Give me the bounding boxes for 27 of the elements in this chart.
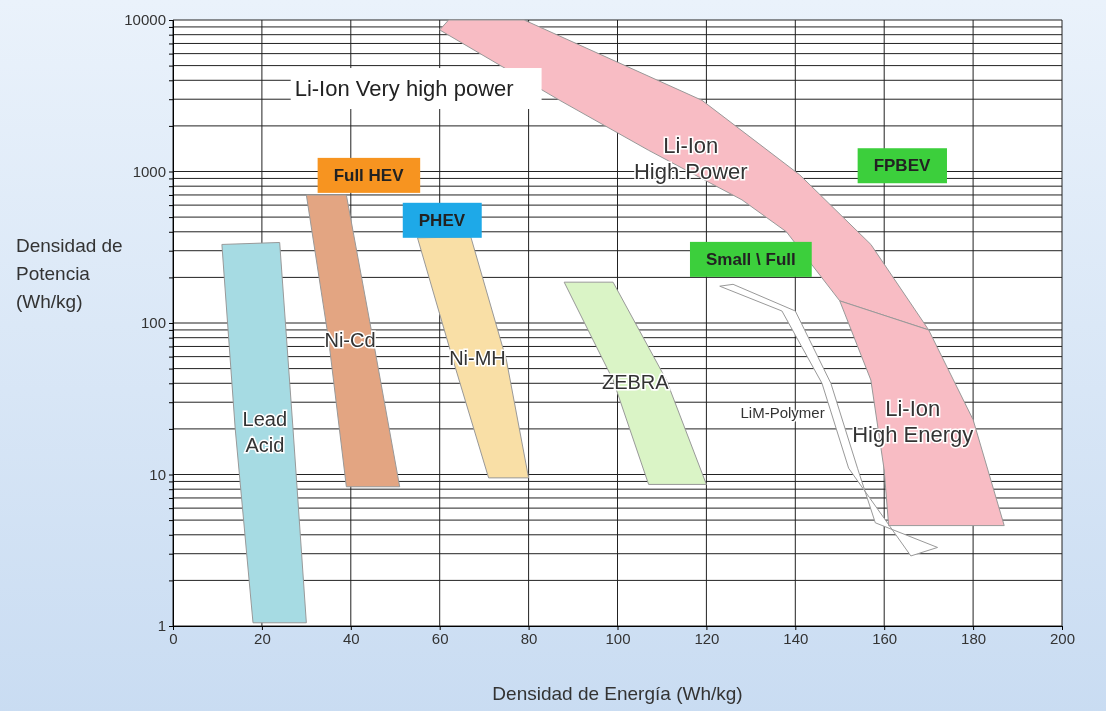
annotation: Full HEV xyxy=(333,165,405,185)
x-tick-label: 140 xyxy=(783,629,809,647)
y-axis-title: Densidad de Potencia (Wh/kg) xyxy=(16,235,123,312)
x-tick-label: 180 xyxy=(961,629,987,647)
annotation: Li-Ion Very high power xyxy=(294,76,514,102)
y-tick-label: 10 xyxy=(149,465,166,483)
series-label: Lead Acid xyxy=(242,407,288,456)
x-tick-label: 0 xyxy=(169,629,178,647)
series-label: Ni-MH xyxy=(449,347,506,370)
x-tick-label: 200 xyxy=(1049,629,1076,647)
series-label: ZEBRA xyxy=(601,371,670,394)
series-label: Li-Ion High Energy xyxy=(852,395,974,447)
x-tick-label: 160 xyxy=(872,629,898,647)
x-tick-label: 40 xyxy=(342,629,360,647)
annotation: PHEV xyxy=(418,210,466,230)
x-tick-label: 60 xyxy=(431,629,449,647)
y-tick-label: 1000 xyxy=(132,162,166,180)
x-tick-label: 120 xyxy=(694,629,720,647)
x-tick-label: 80 xyxy=(520,629,538,647)
x-tick-label: 20 xyxy=(254,629,271,647)
y-tick-label: 100 xyxy=(140,314,166,332)
annotation: FPBEV xyxy=(873,156,931,176)
x-axis-title: Densidad de Energía (Wh/kg) xyxy=(492,683,743,704)
annotation: Small \ Full xyxy=(705,249,796,269)
y-tick-label: 10000 xyxy=(124,11,166,29)
x-tick-label: 100 xyxy=(605,629,631,647)
y-tick-label: 1 xyxy=(157,617,166,635)
